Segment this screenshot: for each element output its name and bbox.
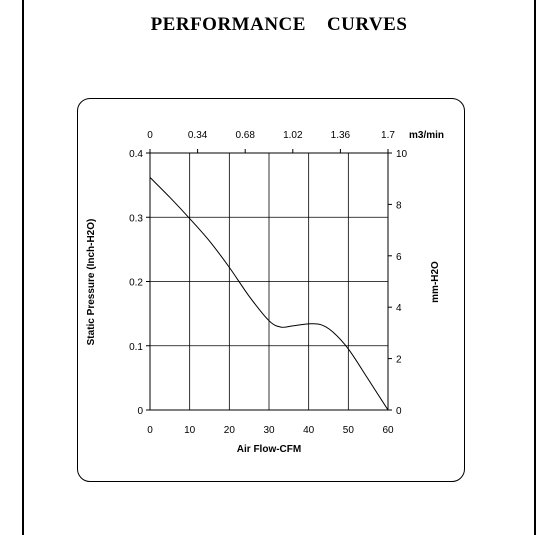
x-tick-label: 20 (224, 425, 236, 436)
x-tick-label: 10 (184, 425, 196, 436)
y-tick-label: 0.4 (129, 149, 143, 160)
y2-tick-label: 8 (396, 200, 402, 211)
x2-tick-label: 1.7 (381, 130, 395, 141)
y2-tick-label: 4 (396, 303, 402, 314)
x-tick-label: 30 (263, 425, 275, 436)
y2-axis-title: mm-H2O (430, 261, 441, 303)
page-title: PERFORMANCE CURVES (150, 14, 408, 35)
x-tick-label: 40 (303, 425, 315, 436)
x-tick-label: 60 (382, 425, 394, 436)
x2-tick-label: 0 (147, 130, 153, 141)
y-tick-label: 0 (137, 406, 143, 417)
y-axis-title: Static Pressure (Inch-H2O) (86, 219, 97, 346)
frame-right-border (534, 0, 536, 535)
x-tick-label: 0 (147, 425, 153, 436)
y-tick-label: 0.3 (129, 213, 143, 224)
y2-tick-label: 2 (396, 355, 402, 366)
y2-tick-label: 10 (396, 149, 408, 160)
y2-tick-label: 0 (396, 406, 402, 417)
x-axis-title: Air Flow-CFM (237, 444, 301, 455)
x2-axis-unit: m3/min (409, 130, 444, 141)
chart-panel (77, 98, 465, 482)
y2-tick-label: 6 (396, 252, 402, 263)
y-tick-label: 0.2 (129, 278, 143, 289)
y-tick-label: 0.1 (129, 342, 143, 353)
x2-tick-label: 1.36 (331, 130, 351, 141)
x2-tick-label: 0.34 (188, 130, 208, 141)
x2-tick-label: 0.68 (235, 130, 255, 141)
frame-left-border (22, 0, 24, 535)
x-tick-label: 50 (343, 425, 355, 436)
x2-tick-label: 1.02 (283, 130, 303, 141)
performance-curve-line (149, 177, 389, 411)
